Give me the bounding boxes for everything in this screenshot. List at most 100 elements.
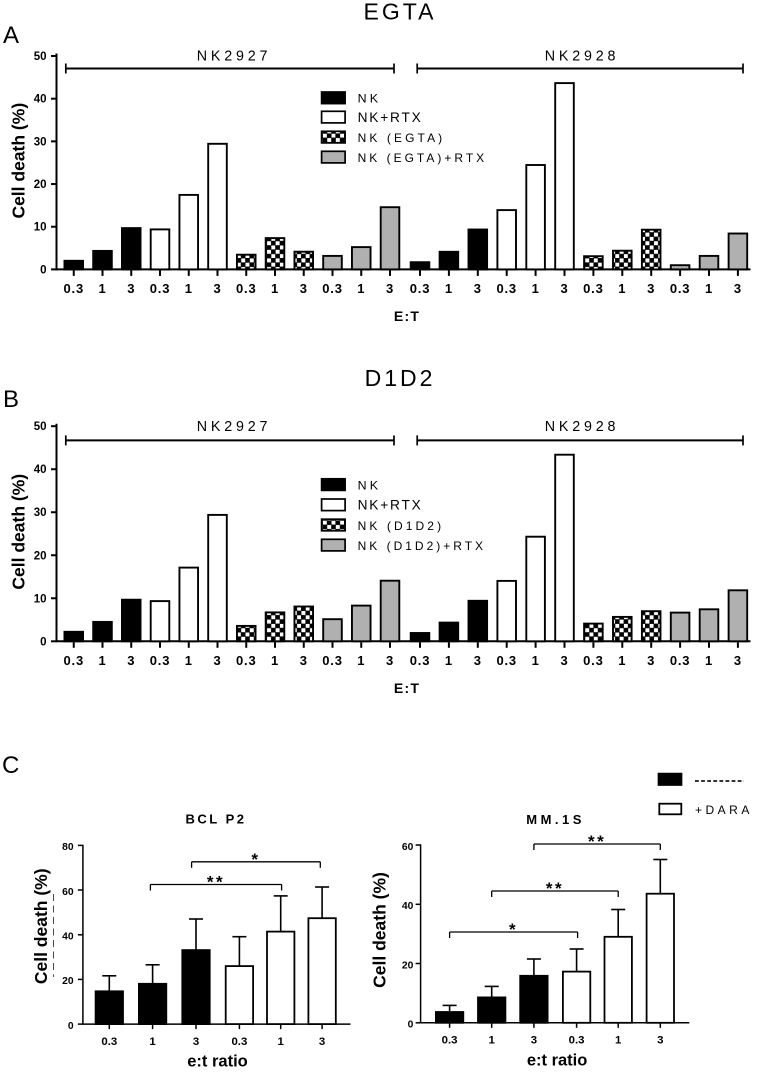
svg-text:0.3: 0.3	[670, 653, 690, 668]
svg-text:20: 20	[34, 550, 47, 562]
svg-text:3: 3	[300, 653, 308, 668]
svg-text:*: *	[251, 850, 260, 869]
svg-text:0.3: 0.3	[569, 1035, 585, 1047]
svg-text:60: 60	[62, 887, 74, 898]
svg-text:0.3: 0.3	[442, 1035, 458, 1047]
svg-text:NK2928: NK2928	[545, 419, 619, 435]
svg-text:A: A	[3, 22, 19, 49]
svg-text:1: 1	[615, 1035, 622, 1047]
svg-text:1: 1	[185, 281, 193, 296]
svg-text:50: 50	[34, 421, 47, 433]
svg-text:EGTA: EGTA	[364, 0, 437, 25]
svg-text:Cell death (%): Cell death (%)	[370, 872, 390, 988]
svg-text:0.3: 0.3	[231, 1036, 247, 1048]
svg-text:*: *	[509, 920, 518, 939]
svg-text:0.3: 0.3	[670, 281, 690, 296]
svg-text:NK (D1D2): NK (D1D2)	[358, 519, 445, 533]
svg-text:3: 3	[474, 653, 482, 668]
svg-text:40: 40	[34, 94, 47, 106]
svg-text:NK+RTX: NK+RTX	[358, 110, 423, 125]
svg-text:0.3: 0.3	[496, 281, 516, 296]
svg-text:20: 20	[34, 179, 47, 191]
svg-text:1: 1	[445, 653, 453, 668]
svg-text:3: 3	[127, 653, 135, 668]
svg-text:3: 3	[474, 281, 482, 296]
svg-text:40: 40	[62, 932, 74, 943]
svg-text:3: 3	[560, 653, 568, 668]
svg-text:3: 3	[734, 281, 742, 296]
svg-text:e:t ratio: e:t ratio	[527, 1051, 588, 1069]
svg-text:1: 1	[618, 653, 626, 668]
svg-text:3: 3	[127, 281, 135, 296]
svg-text:1: 1	[489, 1035, 496, 1047]
svg-text:30: 30	[34, 507, 47, 519]
svg-text:B: B	[3, 386, 19, 413]
svg-text:3: 3	[300, 281, 308, 296]
svg-text:40: 40	[34, 464, 47, 476]
svg-text:NK: NK	[358, 92, 382, 106]
svg-text:10: 10	[34, 593, 47, 605]
svg-text:3: 3	[560, 281, 568, 296]
svg-text:1: 1	[618, 281, 626, 296]
svg-text:3: 3	[386, 653, 394, 668]
svg-text:E:T: E:T	[394, 680, 420, 696]
svg-text:1: 1	[705, 653, 713, 668]
svg-text:NK (EGTA): NK (EGTA)	[358, 131, 446, 145]
svg-text:20: 20	[402, 960, 414, 971]
svg-text:e:t ratio: e:t ratio	[187, 1053, 248, 1071]
svg-text:0: 0	[68, 1021, 74, 1032]
svg-text:3: 3	[213, 653, 221, 668]
svg-text:3: 3	[734, 653, 742, 668]
svg-text:E:T: E:T	[394, 308, 420, 324]
svg-text:3: 3	[647, 653, 655, 668]
svg-text:10: 10	[34, 222, 47, 234]
svg-text:0.3: 0.3	[64, 281, 84, 296]
svg-text:0: 0	[40, 264, 46, 276]
svg-text:0.3: 0.3	[150, 653, 170, 668]
svg-text:50: 50	[34, 51, 47, 63]
svg-text:1: 1	[357, 653, 365, 668]
svg-text:1: 1	[532, 653, 540, 668]
svg-text:0.3: 0.3	[64, 653, 84, 668]
svg-text:0.3: 0.3	[410, 653, 430, 668]
svg-text:0.3: 0.3	[410, 281, 430, 296]
svg-text:MM.1S: MM.1S	[526, 812, 585, 827]
svg-text:Cell death (%): Cell death (%)	[9, 474, 29, 590]
svg-text:**: **	[207, 873, 225, 892]
svg-text:1: 1	[271, 653, 279, 668]
svg-text:NK2927: NK2927	[197, 49, 271, 65]
svg-text:1: 1	[445, 281, 453, 296]
svg-text:NK2927: NK2927	[197, 419, 271, 435]
svg-text:3: 3	[531, 1035, 537, 1047]
svg-text:0: 0	[408, 1020, 414, 1031]
svg-text:**: **	[588, 832, 606, 851]
svg-text:1: 1	[149, 1036, 156, 1048]
svg-text:NK: NK	[358, 479, 382, 493]
svg-text:80: 80	[62, 842, 74, 853]
svg-text:1: 1	[278, 1036, 285, 1048]
svg-text:1: 1	[271, 281, 279, 296]
svg-text:0.3: 0.3	[236, 281, 256, 296]
svg-text:NK (EGTA)+RTX: NK (EGTA)+RTX	[358, 151, 488, 165]
svg-text:0.3: 0.3	[150, 281, 170, 296]
svg-text:1: 1	[357, 281, 365, 296]
svg-text:0.3: 0.3	[583, 653, 603, 668]
svg-text:3: 3	[319, 1036, 325, 1048]
svg-text:0.3: 0.3	[583, 281, 603, 296]
svg-text:1: 1	[185, 653, 193, 668]
svg-text:0.3: 0.3	[101, 1036, 117, 1048]
svg-text:1: 1	[705, 281, 713, 296]
svg-text:1: 1	[532, 281, 540, 296]
svg-text:NK+RTX: NK+RTX	[358, 498, 423, 513]
svg-text:1: 1	[98, 653, 106, 668]
svg-text:D1D2: D1D2	[365, 365, 436, 391]
svg-text:3: 3	[386, 281, 394, 296]
svg-text:NK (D1D2)+RTX: NK (D1D2)+RTX	[358, 539, 486, 553]
svg-text:20: 20	[62, 976, 74, 987]
svg-text:3: 3	[213, 281, 221, 296]
svg-text:3: 3	[657, 1035, 663, 1047]
svg-text:Cell death (%): Cell death (%)	[9, 103, 29, 219]
svg-text:+DARA: +DARA	[695, 803, 753, 817]
svg-text:NK2928: NK2928	[545, 49, 619, 65]
svg-text:**: **	[546, 879, 564, 898]
